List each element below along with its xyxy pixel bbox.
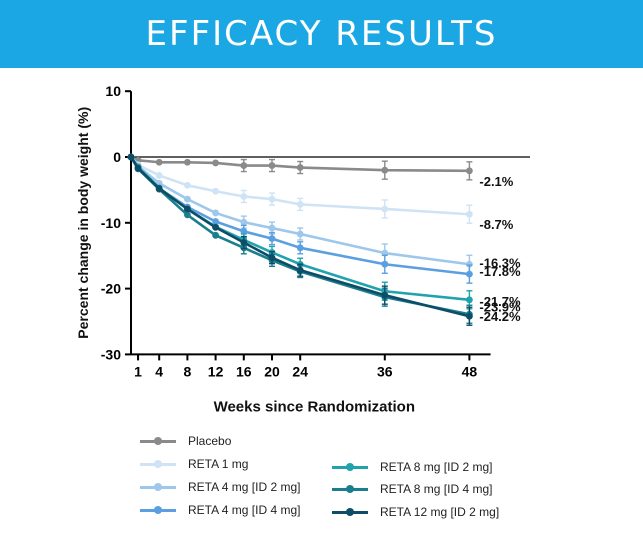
data-point bbox=[184, 205, 191, 213]
end-value-label: -16.3% bbox=[479, 255, 521, 270]
data-point bbox=[155, 158, 163, 166]
series-line-3 bbox=[129, 156, 470, 266]
data-point bbox=[268, 254, 276, 262]
data-point bbox=[240, 239, 248, 246]
end-value-label: -2.1% bbox=[479, 174, 513, 189]
data-point bbox=[268, 235, 276, 242]
y-tick-label: -10 bbox=[101, 215, 121, 231]
x-tick-label: 24 bbox=[292, 363, 308, 379]
data-point bbox=[184, 211, 191, 219]
title-banner: EFFICACY RESULTS bbox=[0, 0, 643, 68]
data-point bbox=[296, 200, 304, 208]
data-point bbox=[296, 266, 304, 274]
data-point bbox=[240, 162, 248, 169]
data-point bbox=[381, 291, 389, 299]
y-axis-title: Percent change in body weight (%) bbox=[75, 107, 91, 339]
data-point bbox=[212, 231, 220, 239]
end-value-label: -24.2% bbox=[479, 309, 521, 324]
data-point bbox=[268, 162, 276, 169]
data-point bbox=[296, 244, 304, 252]
data-point bbox=[466, 296, 473, 304]
end-value-label: -17.8% bbox=[479, 264, 521, 279]
data-point bbox=[466, 260, 473, 268]
data-point bbox=[268, 195, 276, 203]
x-tick-label: 8 bbox=[184, 363, 192, 379]
data-point bbox=[155, 172, 163, 179]
data-point bbox=[381, 205, 389, 213]
end-value-label: -8.7% bbox=[479, 217, 513, 232]
data-point bbox=[466, 167, 473, 175]
data-point bbox=[212, 209, 220, 217]
x-tick-label: 12 bbox=[208, 363, 224, 379]
x-tick-label: 1 bbox=[134, 363, 142, 379]
data-point bbox=[466, 270, 473, 278]
data-point bbox=[212, 187, 220, 195]
data-point bbox=[296, 230, 304, 238]
end-value-label: -21.7% bbox=[479, 294, 521, 309]
y-tick-label: 0 bbox=[113, 149, 121, 165]
x-axis-title: Weeks since Randomization bbox=[214, 398, 415, 415]
data-point bbox=[381, 260, 389, 268]
y-tick-label: -20 bbox=[101, 281, 121, 297]
data-point bbox=[155, 185, 163, 192]
x-tick-label: 48 bbox=[462, 363, 478, 379]
data-point bbox=[212, 218, 220, 225]
x-tick-label: 4 bbox=[155, 363, 163, 379]
data-point bbox=[184, 158, 191, 166]
data-point bbox=[212, 224, 220, 231]
data-point bbox=[240, 227, 248, 235]
data-point bbox=[240, 193, 248, 200]
series-line-2 bbox=[130, 156, 470, 216]
data-point bbox=[268, 224, 276, 232]
x-tick-label: 20 bbox=[264, 363, 280, 379]
y-tick-label: -30 bbox=[101, 346, 121, 362]
x-tick-label: 36 bbox=[377, 363, 393, 379]
data-point bbox=[466, 312, 473, 320]
data-point bbox=[184, 195, 191, 203]
data-point bbox=[184, 181, 191, 189]
series-line-7 bbox=[129, 156, 470, 318]
y-tick-label: 10 bbox=[105, 83, 121, 99]
x-tick-label: 16 bbox=[236, 363, 252, 379]
series-line-1 bbox=[130, 155, 470, 173]
data-point bbox=[240, 218, 248, 226]
data-point bbox=[127, 153, 135, 161]
data-point bbox=[296, 164, 304, 171]
data-point bbox=[212, 159, 220, 167]
data-point bbox=[381, 166, 389, 174]
end-value-label: -23.9% bbox=[479, 299, 521, 314]
page-title: EFFICACY RESULTS bbox=[145, 14, 498, 54]
data-point bbox=[134, 164, 142, 172]
data-point bbox=[466, 210, 473, 218]
